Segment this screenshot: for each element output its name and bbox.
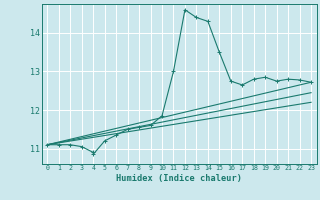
X-axis label: Humidex (Indice chaleur): Humidex (Indice chaleur) — [116, 174, 242, 183]
